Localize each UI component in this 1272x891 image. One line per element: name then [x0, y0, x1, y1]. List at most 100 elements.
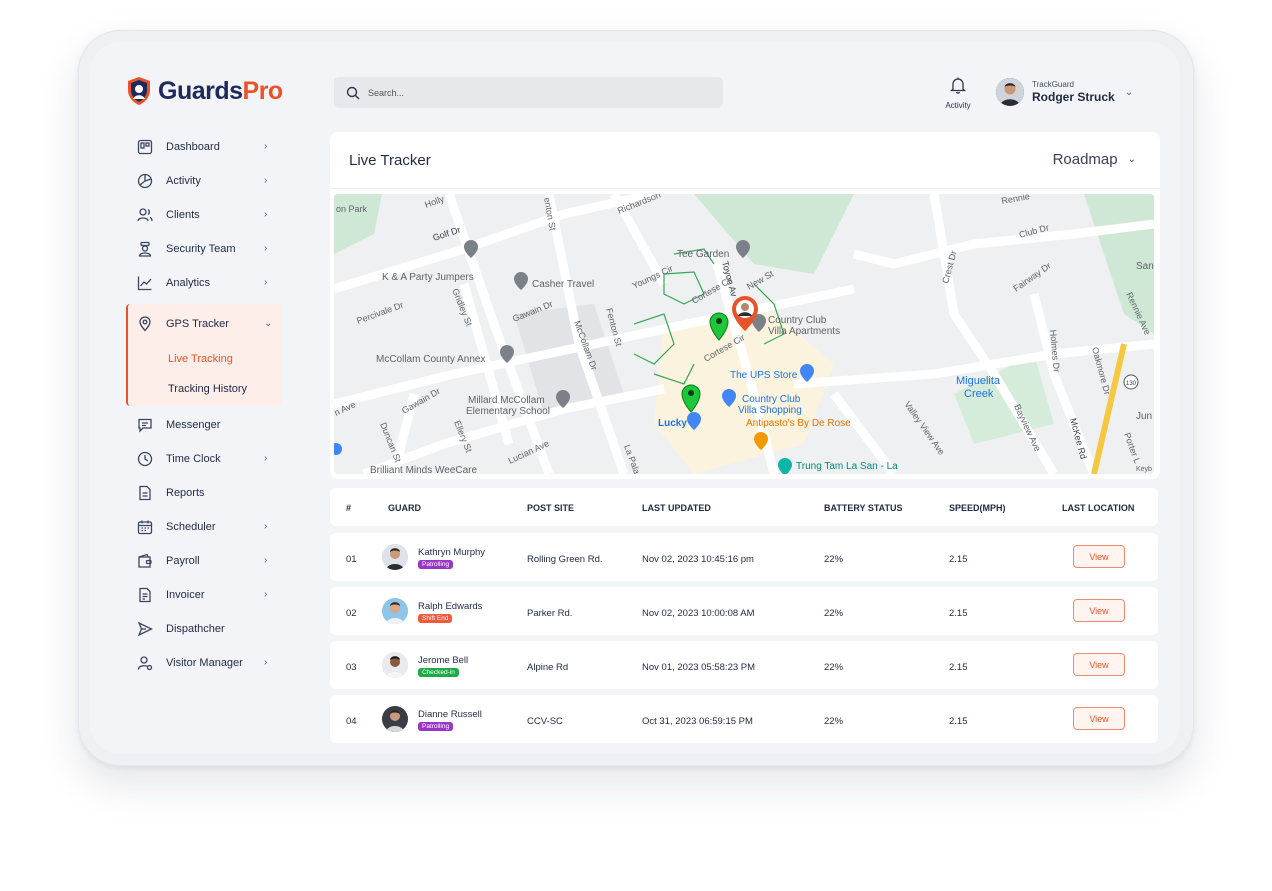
calendar-icon	[136, 518, 154, 536]
chevron-right-icon: ›	[264, 277, 268, 288]
avatar	[382, 598, 408, 624]
search-input[interactable]	[368, 87, 668, 98]
status-badge: Patrolling	[418, 560, 454, 569]
row-number: 02	[346, 608, 357, 619]
sidebar-item-gps-tracker[interactable]: GPS Tracker ⌄	[128, 304, 282, 344]
chevron-right-icon: ›	[264, 243, 268, 254]
activity-label: Activity	[945, 101, 971, 110]
sidebar-item-activity[interactable]: Activity ›	[126, 164, 282, 198]
messenger-icon	[136, 416, 154, 434]
dashboard-icon	[136, 138, 154, 156]
guard-name[interactable]: Dianne Russell	[418, 709, 482, 720]
map-pin-icon	[464, 240, 478, 258]
view-location-button[interactable]: View	[1073, 707, 1125, 730]
battery-status: 22%	[824, 716, 844, 727]
status-badge: Shift End	[418, 614, 453, 623]
column-header: LAST LOCATION	[1062, 503, 1135, 513]
view-location-button[interactable]: View	[1073, 599, 1125, 622]
user-menu[interactable]: TrackGuard Rodger Struck ⌄	[996, 78, 1133, 106]
shield-logo-icon	[128, 77, 150, 105]
sidebar-item-label: Time Clock	[166, 453, 221, 465]
walking-paths	[633, 248, 785, 385]
map-pin-icon	[500, 345, 514, 363]
speed: 2.15	[949, 554, 968, 565]
restaurant-pin-icon	[754, 432, 768, 450]
map-label: Keyb	[1136, 466, 1152, 473]
activity-icon	[136, 172, 154, 190]
battery-status: 22%	[824, 662, 844, 673]
sidebar-item-label: Activity	[166, 175, 201, 187]
guard-name[interactable]: Ralph Edwards	[418, 601, 483, 612]
reports-icon	[136, 484, 154, 502]
map-label: Holmes Dr	[1048, 329, 1062, 372]
sidebar-item-visitor-manager[interactable]: Visitor Manager ›	[126, 646, 282, 680]
view-location-button[interactable]: View	[1073, 653, 1125, 676]
guard-name[interactable]: Kathryn Murphy	[418, 547, 486, 558]
park-area	[694, 194, 854, 274]
table-row: 01 Kathryn Murphy Patrolling Rolling Gre…	[330, 533, 1158, 581]
battery-status: 22%	[824, 554, 844, 565]
poi-pins	[464, 240, 766, 408]
brand-logo[interactable]: GuardsPro	[126, 76, 283, 106]
map-pin-icon	[752, 314, 766, 332]
map-pin-icon	[736, 240, 750, 258]
status-badge: Checked-in	[418, 668, 459, 677]
sidebar-item-reports[interactable]: Reports	[126, 476, 282, 510]
battery-status: 22%	[824, 608, 844, 619]
map-label: 130	[1126, 381, 1137, 387]
search-bar[interactable]	[334, 77, 723, 108]
guard-name[interactable]: Jerome Bell	[418, 655, 469, 666]
sidebar-subitem-tracking-history[interactable]: Tracking History	[168, 383, 248, 395]
map-type-dropdown[interactable]: Roadmap ⌄	[1053, 151, 1136, 168]
guard-location-pin-icon	[681, 384, 701, 413]
sidebar-item-label: Messenger	[166, 419, 221, 431]
table-row: 03 Jerome Bell Checked-in Alpine Rd Nov …	[330, 641, 1158, 689]
sidebar-subitem-live-tracking[interactable]: Live Tracking	[168, 353, 233, 365]
search-icon	[346, 86, 360, 99]
map-label: on Park	[336, 204, 368, 214]
send-icon	[136, 620, 154, 638]
sidebar-nav-top: Dashboard › Activity › Clients › Securit…	[126, 130, 282, 300]
post-site: Rolling Green Rd.	[527, 554, 603, 565]
post-site: Parker Rd.	[527, 608, 573, 619]
sidebar-group-gps-tracker: GPS Tracker ⌄ Live Tracking Tracking His…	[126, 304, 282, 406]
card-title: Live Tracker	[349, 152, 431, 169]
sidebar-item-dashboard[interactable]: Dashboard ›	[126, 130, 282, 164]
sidebar-item-payroll[interactable]: Payroll ›	[126, 544, 282, 578]
sidebar-item-security-team[interactable]: Security Team ›	[126, 232, 282, 266]
park-area	[334, 194, 382, 254]
user-meta: TrackGuard Rodger Struck	[1032, 80, 1115, 104]
sidebar-item-clients[interactable]: Clients ›	[126, 198, 282, 232]
analytics-icon	[136, 274, 154, 292]
map-label: Millard McCollam	[468, 395, 545, 406]
avatar	[382, 652, 408, 678]
chevron-down-icon: ⌄	[1127, 154, 1136, 165]
speed: 2.15	[949, 716, 968, 727]
map-label: Tee Garden	[677, 249, 729, 260]
guard-markers	[681, 296, 758, 413]
view-location-button[interactable]: View	[1073, 545, 1125, 568]
store-pin-icon	[722, 389, 736, 407]
invoice-icon	[136, 586, 154, 604]
sidebar-nav-bottom: Messenger Time Clock › Reports Scheduler…	[126, 408, 282, 680]
sidebar-item-scheduler[interactable]: Scheduler ›	[126, 510, 282, 544]
brand-name: GuardsPro	[158, 76, 283, 105]
chevron-right-icon: ›	[264, 521, 268, 532]
sidebar-item-dispatcher[interactable]: Dispathcher	[126, 612, 282, 646]
chevron-down-icon: ⌄	[1124, 86, 1134, 98]
chevron-right-icon: ›	[264, 555, 268, 566]
sidebar-item-invoicer[interactable]: Invoicer ›	[126, 578, 282, 612]
map-view[interactable]: on Park Golf Dr Holly enton St Richardso…	[334, 194, 1154, 474]
activity-button[interactable]: Activity	[940, 76, 976, 110]
sidebar-item-analytics[interactable]: Analytics ›	[126, 266, 282, 300]
live-tracker-card: Live Tracker Roadmap ⌄	[330, 132, 1160, 479]
sidebar-item-time-clock[interactable]: Time Clock ›	[126, 442, 282, 476]
sidebar-item-messenger[interactable]: Messenger	[126, 408, 282, 442]
column-header: LAST UPDATED	[642, 503, 711, 513]
sidebar-item-label: Visitor Manager	[166, 657, 243, 669]
sidebar-item-label: Analytics	[166, 277, 211, 289]
map-label: Villa Shopping	[738, 405, 802, 416]
sidebar-item-label: Payroll	[166, 555, 200, 567]
guard-location-pin-icon	[709, 312, 729, 341]
highway-shield	[1123, 374, 1139, 390]
